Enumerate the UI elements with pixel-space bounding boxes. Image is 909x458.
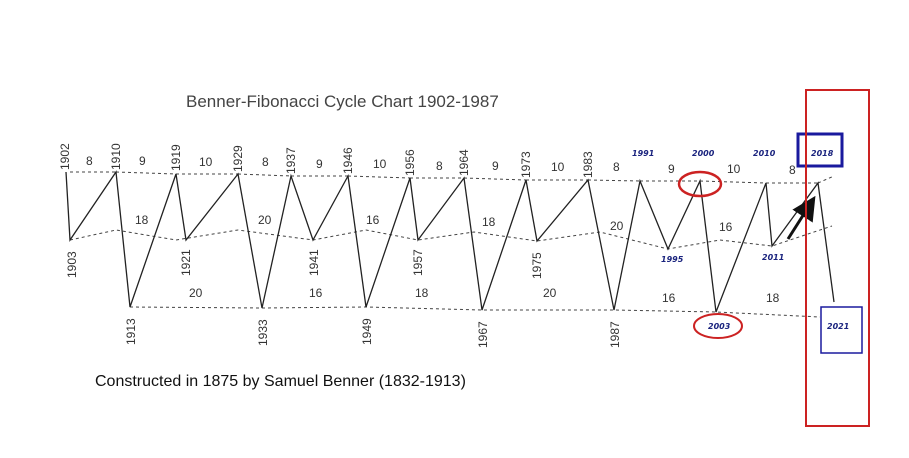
middle-interval-label: 20 xyxy=(610,219,624,233)
bottom-intervals: 20 16 18 20 16 18 xyxy=(189,286,780,305)
middle-low-year-label: 1957 xyxy=(411,249,425,276)
peak-interval-label: 10 xyxy=(199,155,213,169)
peak-year-label: 1964 xyxy=(457,149,471,176)
peak-years: 1902 1910 1919 1929 1937 1946 1956 1964 … xyxy=(58,143,834,178)
bottom-low-year-label: 1987 xyxy=(608,321,622,348)
middle-low-years: 1903 1921 1941 1957 1975 1995 2011 xyxy=(65,249,784,279)
peak-year-label: 2000 xyxy=(692,149,715,158)
highlight-frame xyxy=(805,89,870,427)
middle-interval-label: 18 xyxy=(135,213,149,227)
middle-low-year-label: 1941 xyxy=(307,249,321,276)
highlight-box-2018 xyxy=(796,132,844,168)
peak-year-label: 2010 xyxy=(753,149,776,158)
bottom-interval-label: 20 xyxy=(189,286,203,300)
peak-interval-label: 9 xyxy=(316,157,323,171)
bottom-low-year-label: 1949 xyxy=(360,318,374,345)
bottom-low-year-label: 1913 xyxy=(124,318,138,345)
peak-interval-label: 8 xyxy=(86,154,93,168)
peak-year-label: 1983 xyxy=(581,151,595,178)
middle-low-year-label: 1995 xyxy=(661,255,684,264)
bottom-interval-label: 18 xyxy=(415,286,429,300)
bottom-low-year-label: 1967 xyxy=(476,321,490,348)
peak-year-label: 1973 xyxy=(519,151,533,178)
middle-low-year-label: 1921 xyxy=(179,249,193,276)
peak-year-label: 1946 xyxy=(341,147,355,174)
peak-interval-label: 10 xyxy=(551,160,565,174)
peak-connectors xyxy=(70,171,835,184)
chart-title: Benner-Fibonacci Cycle Chart 1902-1987 xyxy=(186,92,499,111)
peak-year-label: 1919 xyxy=(169,144,183,171)
middle-interval-label: 18 xyxy=(482,215,496,229)
peak-year-label: 1991 xyxy=(632,149,654,158)
peak-interval-label: 8 xyxy=(789,163,796,177)
bottom-interval-label: 18 xyxy=(766,291,780,305)
middle-interval-label: 16 xyxy=(719,220,733,234)
peak-interval-label: 8 xyxy=(436,159,443,173)
middle-low-year-label: 2011 xyxy=(762,253,784,262)
peak-interval-label: 9 xyxy=(139,154,146,168)
middle-intervals: 18 20 16 18 20 16 xyxy=(135,213,733,234)
peak-intervals: 8 9 10 8 9 10 8 9 10 8 9 10 8 xyxy=(86,154,796,177)
peak-interval-label: 10 xyxy=(727,162,741,176)
peak-year-label: 1902 xyxy=(58,143,72,170)
middle-interval-label: 16 xyxy=(366,213,380,227)
peak-year-label: 2018 xyxy=(811,149,834,158)
middle-low-year-label: 1903 xyxy=(65,251,79,278)
highlight-box-2021 xyxy=(820,306,863,354)
bottom-low-year-label: 2003 xyxy=(708,322,731,331)
bottom-low-year-label: 2021 xyxy=(827,322,849,331)
peak-year-label: 1910 xyxy=(109,143,123,170)
peak-interval-label: 10 xyxy=(373,157,387,171)
peak-interval-label: 8 xyxy=(613,160,620,174)
peak-year-label: 1956 xyxy=(403,149,417,176)
chart-subtitle: Constructed in 1875 by Samuel Benner (18… xyxy=(95,373,466,390)
bottom-low-year-label: 1933 xyxy=(256,319,270,346)
highlight-circle-2000 xyxy=(677,170,723,198)
peak-year-label: 1929 xyxy=(231,145,245,172)
cycle-zigzag-line xyxy=(65,170,835,313)
peak-year-label: 1937 xyxy=(284,147,298,174)
peak-interval-label: 8 xyxy=(262,155,269,169)
highlight-circle-2003 xyxy=(693,313,743,339)
bottom-low-years: 1913 1933 1949 1967 1987 2003 2021 xyxy=(124,318,849,348)
bottom-interval-label: 16 xyxy=(309,286,323,300)
middle-interval-label: 20 xyxy=(258,213,272,227)
peak-interval-label: 9 xyxy=(668,162,675,176)
peak-interval-label: 9 xyxy=(492,159,499,173)
bottom-interval-label: 20 xyxy=(543,286,557,300)
middle-low-year-label: 1975 xyxy=(530,252,544,279)
bottom-interval-label: 16 xyxy=(662,291,676,305)
